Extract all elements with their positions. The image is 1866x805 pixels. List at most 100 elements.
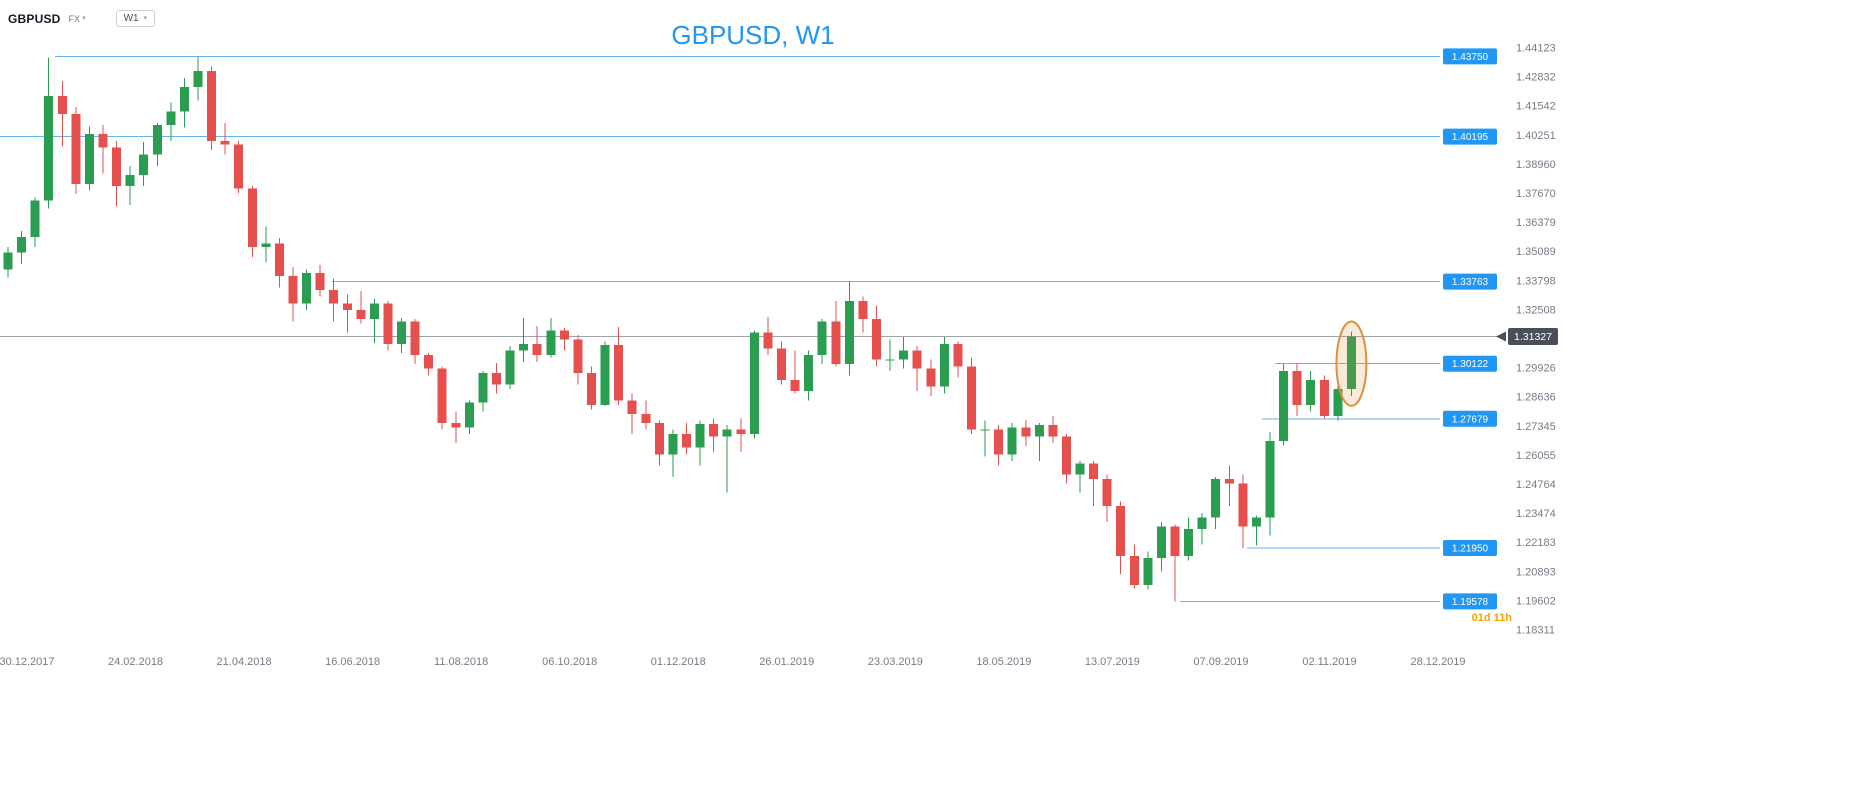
level-price-tag [1443, 539, 1497, 556]
level-price-tag [1443, 128, 1497, 145]
chart-title: GBPUSD, W1 [671, 20, 835, 50]
x-axis-date-label: 21.04.2018 [217, 656, 272, 668]
current-price-tag-label: 1.31327 [1514, 331, 1552, 343]
candle-body [234, 144, 244, 189]
symbol-label[interactable]: GBPUSD [8, 11, 61, 26]
candle-body [478, 373, 488, 403]
candle-body [939, 343, 949, 387]
timeframe-selector[interactable]: W1 ▾ [115, 10, 156, 27]
candle-body [1224, 479, 1234, 484]
candle-body [207, 71, 217, 141]
candle-body [220, 140, 230, 145]
candle-body [627, 400, 637, 414]
candle-body [776, 348, 786, 380]
candle-body [315, 272, 325, 290]
candle-body [1211, 479, 1221, 518]
exchange-selector[interactable]: FX ▾ [69, 14, 86, 24]
candle-body [505, 350, 515, 385]
y-axis-tick-label: 1.23474 [1516, 508, 1556, 520]
candle-body [600, 345, 610, 405]
candle-body [573, 339, 583, 374]
level-price-tag-label: 1.27679 [1452, 414, 1489, 425]
candle-body [71, 113, 81, 184]
y-axis-tick-label: 1.33798 [1516, 275, 1556, 287]
candle-body [1292, 370, 1302, 405]
level-price-tag [1443, 410, 1497, 427]
y-axis-tick-label: 1.41542 [1516, 101, 1556, 113]
candle-body [383, 303, 393, 344]
candle-body [98, 134, 108, 148]
candle-body [288, 276, 298, 304]
candle-body [369, 303, 379, 320]
y-axis-tick-label: 1.36379 [1516, 217, 1556, 229]
candle-body [1197, 517, 1207, 529]
highlight-ellipse[interactable] [1335, 320, 1368, 407]
y-axis-tick-label: 1.22183 [1516, 537, 1556, 549]
y-axis-tick-label: 1.27345 [1516, 421, 1556, 433]
candle-body [736, 429, 746, 435]
x-axis-date-label: 18.05.2019 [976, 656, 1031, 668]
candle-body [179, 86, 189, 112]
y-axis-tick-label: 1.20893 [1516, 566, 1556, 578]
candle-body [342, 303, 352, 311]
candle-body [1034, 425, 1044, 437]
current-price-tag [1508, 328, 1558, 346]
candle-body [261, 243, 271, 247]
y-axis-tick-label: 1.42832 [1516, 72, 1556, 84]
candle-body [709, 423, 719, 437]
chevron-down-icon: ▾ [143, 15, 148, 22]
candle-body [654, 422, 664, 455]
level-price-tag-label: 1.33763 [1452, 277, 1489, 288]
x-axis-date-label: 30.12.2017 [0, 656, 55, 668]
candle-body [193, 71, 203, 87]
candle-body [559, 330, 569, 340]
candle-body [451, 422, 461, 428]
level-price-tag [1443, 593, 1497, 610]
candle-body [695, 423, 705, 448]
y-axis-tick-label: 1.32508 [1516, 304, 1556, 316]
candle-body [437, 368, 447, 423]
candle-body [817, 321, 827, 356]
candle-body [668, 434, 678, 455]
candle-body [492, 373, 502, 385]
y-axis-tick-label: 1.24764 [1516, 479, 1556, 491]
candle-body [1102, 479, 1112, 507]
x-axis-date-label: 01.12.2018 [651, 656, 706, 668]
candle-body [125, 174, 135, 187]
candle-body [722, 429, 732, 437]
candle-body [587, 373, 597, 405]
symbol-toolbar: GBPUSD FX ▾ W1 ▾ [8, 10, 156, 27]
candle-body [804, 355, 814, 392]
candle-body [1251, 517, 1261, 527]
y-axis-tick-label: 1.26055 [1516, 450, 1556, 462]
candle-body [1319, 379, 1329, 417]
candle-body [410, 321, 420, 356]
candle-body [166, 111, 176, 126]
candle-body [397, 321, 407, 344]
candle-body [1170, 526, 1180, 556]
y-axis-tick-label: 1.40251 [1516, 130, 1556, 142]
level-price-tag [1443, 273, 1497, 290]
candle-body [1265, 440, 1275, 518]
candle-body [1279, 370, 1289, 441]
bar-close-countdown: 01d 11h [1471, 612, 1512, 624]
candle-body [1143, 558, 1153, 586]
y-axis-tick-label: 1.44123 [1516, 43, 1556, 55]
y-axis-tick-label: 1.28636 [1516, 392, 1556, 404]
candle-body [871, 319, 881, 360]
candle-body [858, 301, 868, 320]
candle-body [790, 379, 800, 392]
candle-body [1089, 463, 1099, 480]
candle-body [1061, 436, 1071, 475]
level-price-tag [1443, 355, 1497, 372]
candle-body [1129, 555, 1139, 586]
exchange-label: FX [68, 13, 81, 24]
candle-body [1075, 463, 1085, 475]
candle-body [912, 350, 922, 369]
level-price-tag-label: 1.19578 [1452, 597, 1489, 608]
candle-body [84, 134, 94, 184]
candle-body [980, 429, 990, 431]
candle-body [682, 434, 691, 448]
